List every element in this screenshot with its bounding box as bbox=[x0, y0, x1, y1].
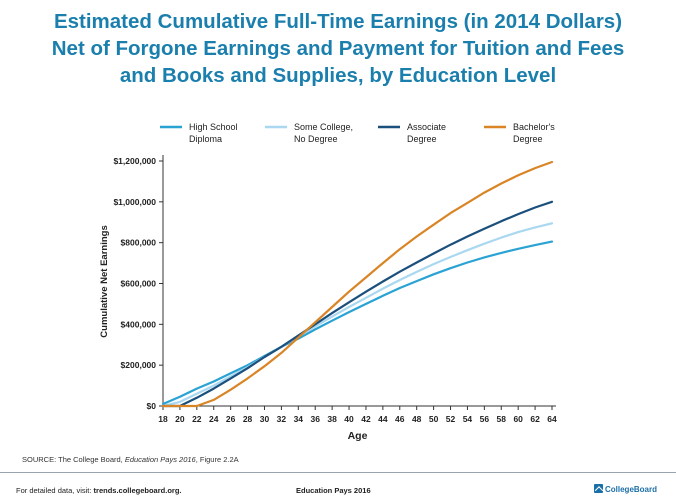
legend-label: Some College, bbox=[294, 122, 353, 132]
x-tick-label: 36 bbox=[310, 414, 320, 424]
x-tick-label: 52 bbox=[446, 414, 456, 424]
footer-link[interactable]: trends.collegeboard.org. bbox=[93, 486, 182, 495]
title-line-2: Net of Forgone Earnings and Payment for … bbox=[51, 37, 625, 60]
chart-title: Estimated Cumulative Full-Time Earnings … bbox=[0, 8, 676, 89]
line-chart: $0 $200,000 $400,000 $600,000 $800,000 $1,000… bbox=[99, 122, 557, 442]
x-tick-label: 64 bbox=[547, 414, 557, 424]
collegeboard-logo: CollegeBoard bbox=[594, 484, 657, 494]
y-tick-label: $1,200,000 bbox=[113, 156, 156, 166]
y-tick-label: $400,000 bbox=[121, 319, 157, 329]
series-line bbox=[161, 200, 554, 408]
x-tick-label: 44 bbox=[378, 414, 388, 424]
source-suffix: , Figure 2.2A bbox=[195, 455, 239, 464]
y-tick-label: $0 bbox=[147, 401, 157, 411]
footer-left-prefix: For detailed data, visit: bbox=[16, 486, 94, 495]
x-tick-label: 26 bbox=[226, 414, 236, 424]
legend-label: No Degree bbox=[294, 134, 338, 144]
legend-label: Bachelor's bbox=[513, 122, 555, 132]
x-tick-label: 24 bbox=[209, 414, 219, 424]
x-tick-label: 50 bbox=[429, 414, 439, 424]
x-tick-label: 32 bbox=[277, 414, 287, 424]
x-tick-label: 20 bbox=[175, 414, 185, 424]
y-tick-label: $800,000 bbox=[121, 238, 157, 248]
x-tick-label: 42 bbox=[361, 414, 371, 424]
source-publication: Education Pays 2016 bbox=[124, 455, 196, 464]
x-tick-label: 38 bbox=[327, 414, 337, 424]
series-line bbox=[161, 222, 554, 408]
footer-divider bbox=[0, 472, 676, 473]
x-tick-label: 48 bbox=[412, 414, 422, 424]
x-tick-label: 30 bbox=[260, 414, 270, 424]
logo-text: CollegeBoard bbox=[605, 485, 658, 494]
y-axis-title: Cumulative Net Earnings bbox=[99, 225, 110, 337]
title-line-3: and Books and Supplies, by Education Lev… bbox=[119, 64, 557, 87]
footer-publication: Education Pays 2016 bbox=[296, 486, 371, 495]
collegeboard-logo-icon bbox=[594, 484, 603, 493]
title-line-1: Estimated Cumulative Full-Time Earnings … bbox=[53, 10, 623, 33]
x-tick-label: 28 bbox=[243, 414, 253, 424]
x-tick-label: 62 bbox=[530, 414, 540, 424]
legend-label: Associate bbox=[407, 122, 446, 132]
x-tick-label: 18 bbox=[158, 414, 168, 424]
source-note: SOURCE: The College Board, Education Pay… bbox=[22, 455, 239, 464]
x-tick-label: 22 bbox=[192, 414, 202, 424]
x-tick-label: 46 bbox=[395, 414, 405, 424]
legend-label: Diploma bbox=[189, 134, 222, 144]
series-line bbox=[161, 240, 554, 406]
y-tick-label: $1,000,000 bbox=[113, 197, 156, 207]
x-axis-title: Age bbox=[348, 430, 368, 442]
x-tick-label: 60 bbox=[513, 414, 523, 424]
source-prefix: SOURCE: The College Board, bbox=[22, 455, 125, 464]
footer-data-link-text: For detailed data, visit: trends.college… bbox=[16, 486, 181, 495]
x-tick-label: 40 bbox=[344, 414, 354, 424]
legend-label: Degree bbox=[407, 134, 437, 144]
y-tick-label: $200,000 bbox=[121, 360, 157, 370]
x-tick-label: 58 bbox=[497, 414, 507, 424]
x-tick-label: 54 bbox=[463, 414, 473, 424]
x-tick-label: 34 bbox=[294, 414, 304, 424]
x-tick-label: 56 bbox=[480, 414, 490, 424]
series-line bbox=[161, 160, 554, 408]
y-tick-label: $600,000 bbox=[121, 279, 157, 289]
legend-label: High School bbox=[189, 122, 238, 132]
legend-label: Degree bbox=[513, 134, 543, 144]
